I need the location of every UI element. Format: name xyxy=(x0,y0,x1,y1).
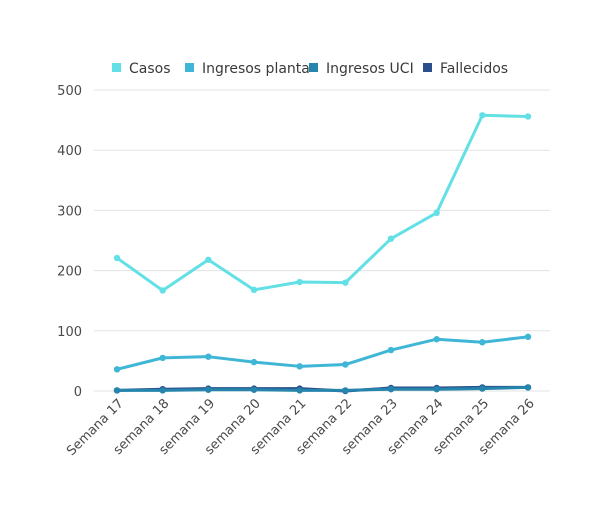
data-point xyxy=(159,287,166,294)
data-point xyxy=(205,353,212,360)
data-point xyxy=(479,112,486,119)
data-point xyxy=(524,333,532,341)
data-point xyxy=(479,339,486,346)
y-tick-label: 200 xyxy=(57,265,82,280)
y-tick-label: 400 xyxy=(57,144,82,159)
y-tick-label: 100 xyxy=(57,325,82,340)
data-point xyxy=(524,384,532,391)
series-ingresos-planta xyxy=(113,333,532,373)
data-point xyxy=(296,278,303,286)
data-point xyxy=(387,385,395,393)
series-ingresos-uci xyxy=(113,384,532,394)
legend-swatch xyxy=(309,63,318,72)
y-tick-label: 0 xyxy=(74,385,82,400)
legend: Casos Ingresos planta Ingresos UCI Fallecid… xyxy=(112,61,508,77)
legend-swatch xyxy=(423,63,432,72)
data-point xyxy=(342,279,349,286)
data-point xyxy=(342,361,349,368)
data-point xyxy=(479,385,486,392)
y-axis-ticks: 0 100 200 300 400 500 xyxy=(57,84,82,400)
data-point xyxy=(205,386,212,393)
data-point xyxy=(113,254,121,262)
legend-label: Casos xyxy=(129,61,171,77)
y-tick-label: 300 xyxy=(57,204,82,219)
data-point xyxy=(342,387,349,394)
data-point xyxy=(250,386,258,393)
data-point xyxy=(113,387,121,394)
data-point xyxy=(250,286,258,294)
data-point xyxy=(159,354,166,362)
data-point xyxy=(296,363,303,370)
y-tick-label: 500 xyxy=(57,84,82,99)
data-point xyxy=(113,366,121,373)
data-point xyxy=(205,256,212,263)
gridlines xyxy=(94,89,550,392)
data-point xyxy=(433,336,440,343)
data-point xyxy=(524,113,532,120)
legend-label: Ingresos planta xyxy=(202,61,310,77)
data-point xyxy=(433,385,440,393)
data-point xyxy=(387,235,395,242)
legend-swatch xyxy=(112,63,121,72)
data-point xyxy=(159,387,166,394)
series-line xyxy=(115,335,530,371)
series-line xyxy=(115,385,530,392)
series-group xyxy=(113,112,532,395)
series-casos xyxy=(113,112,532,294)
series-line xyxy=(115,113,530,292)
data-point xyxy=(296,387,303,394)
legend-label: Ingresos UCI xyxy=(326,61,414,77)
data-point xyxy=(433,209,440,217)
data-point xyxy=(250,358,258,366)
legend-swatch xyxy=(185,63,194,72)
legend-label: Fallecidos xyxy=(440,61,508,77)
data-point xyxy=(387,346,395,354)
